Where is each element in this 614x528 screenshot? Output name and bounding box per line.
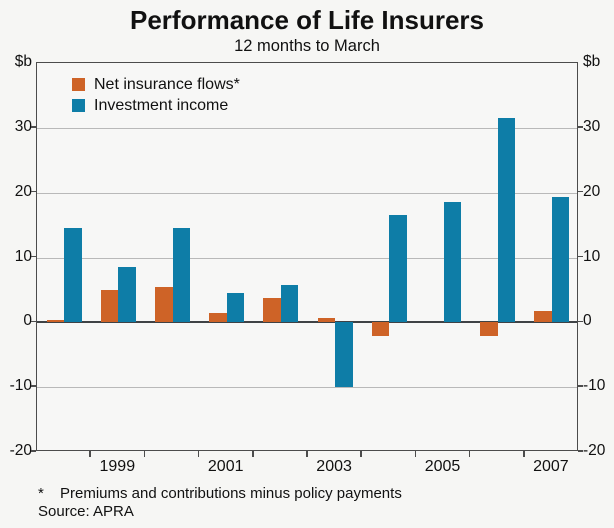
gridline-10 bbox=[37, 257, 577, 259]
bar-net-insurance-flows-1998 bbox=[46, 319, 65, 323]
bar-investment-income-1998 bbox=[64, 227, 82, 323]
bar-investment-income-2000 bbox=[172, 228, 190, 323]
y-tick-label-right--20: -20 bbox=[583, 442, 606, 459]
y-tick-label-left--20: -20 bbox=[9, 442, 32, 459]
legend-label-net-insurance-flows: Net insurance flows* bbox=[94, 75, 240, 93]
gridline-30 bbox=[37, 127, 577, 129]
bar-investment-income-2003 bbox=[335, 322, 353, 387]
chart-title: Performance of Life Insurers bbox=[130, 5, 484, 35]
chart-subtitle: 12 months to March bbox=[234, 37, 380, 55]
y-tick-label-left-30: 30 bbox=[14, 117, 32, 135]
bar-investment-income-2006 bbox=[497, 118, 516, 323]
bar-investment-income-2002 bbox=[280, 285, 299, 323]
bar-investment-income-2007 bbox=[551, 196, 570, 323]
x-tick-label-2005: 2005 bbox=[424, 458, 461, 475]
legend: Net insurance flows* Investment income bbox=[72, 74, 240, 116]
x-axis-tick bbox=[89, 451, 91, 457]
x-axis-tick bbox=[306, 451, 308, 457]
footnotes: * Premiums and contributions minus polic… bbox=[38, 485, 598, 520]
y-axis-tick bbox=[31, 190, 36, 193]
x-axis-tick bbox=[468, 451, 471, 457]
y-tick-label-right--10: -10 bbox=[583, 377, 606, 395]
gridline--10 bbox=[37, 387, 577, 389]
x-tick-label-2003: 2003 bbox=[316, 458, 352, 475]
x-axis-tick bbox=[252, 451, 254, 457]
y-tick-label-left-0: 0 bbox=[23, 312, 32, 330]
legend-label-investment-income: Investment income bbox=[94, 96, 229, 114]
x-tick-label-2001: 2001 bbox=[207, 458, 244, 475]
footnote: * Premiums and contributions minus polic… bbox=[38, 485, 598, 502]
bar-investment-income-2004 bbox=[389, 214, 407, 323]
plot-area bbox=[36, 62, 578, 451]
x-axis-tick bbox=[143, 451, 146, 457]
footnote-text: Premiums and contributions minus policy … bbox=[60, 485, 402, 502]
legend-item-net-insurance-flows: Net insurance flows* bbox=[72, 74, 240, 95]
gridline-20 bbox=[37, 192, 577, 194]
y-tick-label-right-30: 30 bbox=[583, 117, 601, 135]
bar-investment-income-2005 bbox=[443, 201, 461, 323]
source-note: Source: APRA bbox=[38, 503, 134, 520]
y-axis-unit-left: $b bbox=[14, 53, 32, 70]
y-axis-tick bbox=[578, 385, 583, 387]
y-axis-tick bbox=[578, 320, 583, 323]
bar-net-insurance-flows-1999 bbox=[100, 289, 119, 323]
x-axis-tick bbox=[414, 451, 417, 457]
x-tick-label-2007: 2007 bbox=[533, 458, 569, 475]
bar-net-insurance-flows-2002 bbox=[263, 298, 281, 323]
zero-line bbox=[37, 321, 577, 324]
bar-net-insurance-flows-2006 bbox=[480, 322, 498, 336]
bar-net-insurance-flows-2001 bbox=[209, 312, 227, 323]
y-axis-tick bbox=[31, 450, 36, 452]
x-tick-label-1999: 1999 bbox=[99, 458, 136, 475]
bar-net-insurance-flows-2004 bbox=[371, 322, 390, 336]
x-axis-tick bbox=[523, 451, 525, 457]
y-axis-tick bbox=[31, 255, 36, 258]
bar-investment-income-1999 bbox=[118, 267, 136, 323]
y-axis-tick bbox=[31, 126, 36, 128]
y-axis-tick bbox=[578, 450, 583, 452]
y-axis-tick bbox=[578, 126, 583, 128]
y-tick-label-left--10: -10 bbox=[9, 377, 32, 395]
bar-net-insurance-flows-2000 bbox=[155, 286, 173, 323]
y-axis-tick bbox=[578, 255, 583, 258]
bar-net-insurance-flows-2003 bbox=[317, 318, 336, 323]
y-axis-unit-right: $b bbox=[583, 53, 601, 70]
legend-swatch-investment-income bbox=[72, 99, 85, 112]
y-tick-label-left-10: 10 bbox=[14, 247, 32, 265]
y-tick-label-right-0: 0 bbox=[583, 312, 592, 330]
legend-swatch-net-insurance-flows bbox=[72, 78, 85, 91]
x-axis-tick bbox=[360, 451, 362, 457]
y-axis-tick bbox=[578, 190, 583, 193]
y-axis-tick bbox=[31, 320, 36, 323]
y-axis-tick bbox=[31, 385, 36, 387]
y-tick-label-right-10: 10 bbox=[583, 247, 601, 265]
y-tick-label-right-20: 20 bbox=[583, 182, 601, 200]
bar-investment-income-2001 bbox=[226, 292, 245, 323]
footnote-marker: * bbox=[38, 485, 44, 502]
y-tick-label-left-20: 20 bbox=[14, 182, 32, 200]
legend-item-investment-income: Investment income bbox=[72, 95, 240, 116]
x-axis-tick bbox=[197, 451, 200, 457]
bar-net-insurance-flows-2007 bbox=[534, 311, 552, 323]
